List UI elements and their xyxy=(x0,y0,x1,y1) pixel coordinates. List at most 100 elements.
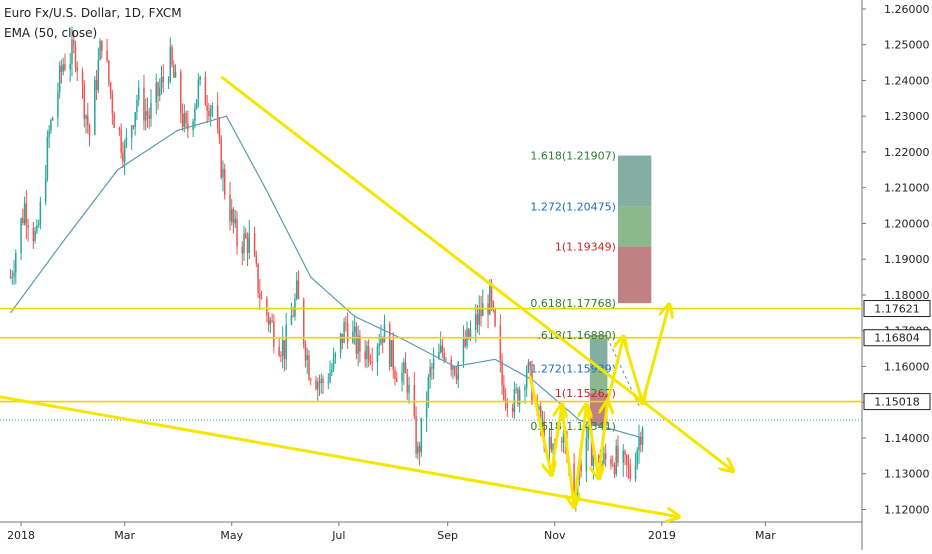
candle-body xyxy=(406,373,409,393)
candle-body xyxy=(23,203,26,224)
candle-body xyxy=(561,441,563,443)
candle-body xyxy=(57,92,59,118)
level-label: 1.16804 xyxy=(874,332,920,345)
candle-body xyxy=(36,225,38,231)
candle-body xyxy=(273,321,275,347)
candle-body xyxy=(408,384,410,393)
candle-body xyxy=(280,355,282,357)
candle-body xyxy=(269,320,272,325)
candle-body xyxy=(499,325,502,361)
candle-body xyxy=(425,403,428,418)
y-tick-label: 1.18000 xyxy=(884,289,930,302)
candle-body xyxy=(159,87,161,96)
candle-body xyxy=(592,455,595,466)
candle-body xyxy=(295,280,298,299)
candle-body xyxy=(283,340,286,360)
candle-body xyxy=(617,445,619,463)
candle-body xyxy=(636,449,639,466)
candle-body xyxy=(464,339,466,347)
candle-body xyxy=(278,346,280,356)
candle-body xyxy=(94,79,96,136)
candle-body xyxy=(25,203,28,226)
candle-body xyxy=(255,255,258,264)
candle-body xyxy=(113,113,115,128)
candle-body xyxy=(552,443,554,451)
candle-body xyxy=(332,357,335,370)
candle-body xyxy=(248,233,251,253)
candle-body xyxy=(524,387,526,391)
candle-body xyxy=(197,79,200,100)
candle-body xyxy=(525,371,528,388)
y-tick-label: 1.25000 xyxy=(884,39,930,52)
candle-body xyxy=(267,315,270,325)
candle-body xyxy=(401,372,403,382)
fib-level-label: 0.618(1.14341) xyxy=(530,420,616,433)
candle-body xyxy=(457,362,459,380)
candle-body xyxy=(462,339,465,363)
candle-body xyxy=(431,367,433,369)
candle-body xyxy=(467,328,470,339)
candle-body xyxy=(415,415,417,454)
x-tick-label: Sep xyxy=(437,529,458,542)
candle-body xyxy=(527,362,530,372)
candle-body xyxy=(615,445,617,475)
level-label: 1.15018 xyxy=(874,396,920,409)
wave-arrow-segment xyxy=(572,406,586,508)
candle-body xyxy=(44,178,47,202)
candle-body xyxy=(46,137,49,179)
candle-body xyxy=(208,110,210,117)
candle-body xyxy=(101,40,103,51)
candle-body xyxy=(15,253,17,273)
candle-body xyxy=(230,209,233,222)
candle-body xyxy=(150,102,152,119)
candle-body xyxy=(71,39,73,64)
candle-body xyxy=(302,299,305,345)
candle-body xyxy=(629,466,632,479)
candle-body xyxy=(260,298,263,300)
wave-arrow-segment xyxy=(549,406,562,476)
candle-body xyxy=(383,323,386,343)
candle-body xyxy=(475,314,477,330)
candle-body xyxy=(452,366,454,370)
candle-body xyxy=(285,325,287,360)
level-label-box xyxy=(863,393,931,411)
candle-body xyxy=(327,382,330,384)
candle-body xyxy=(27,225,29,229)
candle-body xyxy=(290,315,293,326)
candle-body xyxy=(501,360,503,386)
candle-body xyxy=(50,120,52,131)
candle-body xyxy=(441,345,444,353)
candle-body xyxy=(306,355,308,361)
candle-body xyxy=(378,344,380,347)
candle-body xyxy=(427,376,430,404)
candle-body xyxy=(185,113,187,124)
candle-body xyxy=(476,314,479,325)
candle-body xyxy=(9,277,12,279)
candle-body xyxy=(417,446,419,454)
candle-body xyxy=(257,263,259,293)
candle-body xyxy=(480,308,482,317)
candle-body xyxy=(396,378,398,382)
candle-body xyxy=(194,108,196,121)
candle-body xyxy=(640,437,642,445)
candle-body xyxy=(32,228,35,242)
candle-body xyxy=(155,82,157,103)
candle-body xyxy=(123,144,126,162)
candle-body xyxy=(334,353,337,358)
candle-body xyxy=(490,282,493,302)
candle-body xyxy=(585,438,588,472)
candle-body xyxy=(504,399,507,402)
candle-body xyxy=(281,340,284,356)
candle-body xyxy=(143,87,145,121)
candle-body xyxy=(37,224,40,226)
candle-body xyxy=(515,388,517,390)
candle-body xyxy=(590,430,593,466)
candle-body xyxy=(625,454,628,465)
candle-body xyxy=(322,378,324,383)
y-tick-label: 1.13000 xyxy=(884,468,930,481)
candle-body xyxy=(641,428,644,445)
candle-body xyxy=(146,111,149,115)
candle-body xyxy=(20,218,22,254)
candle-body xyxy=(380,336,382,345)
